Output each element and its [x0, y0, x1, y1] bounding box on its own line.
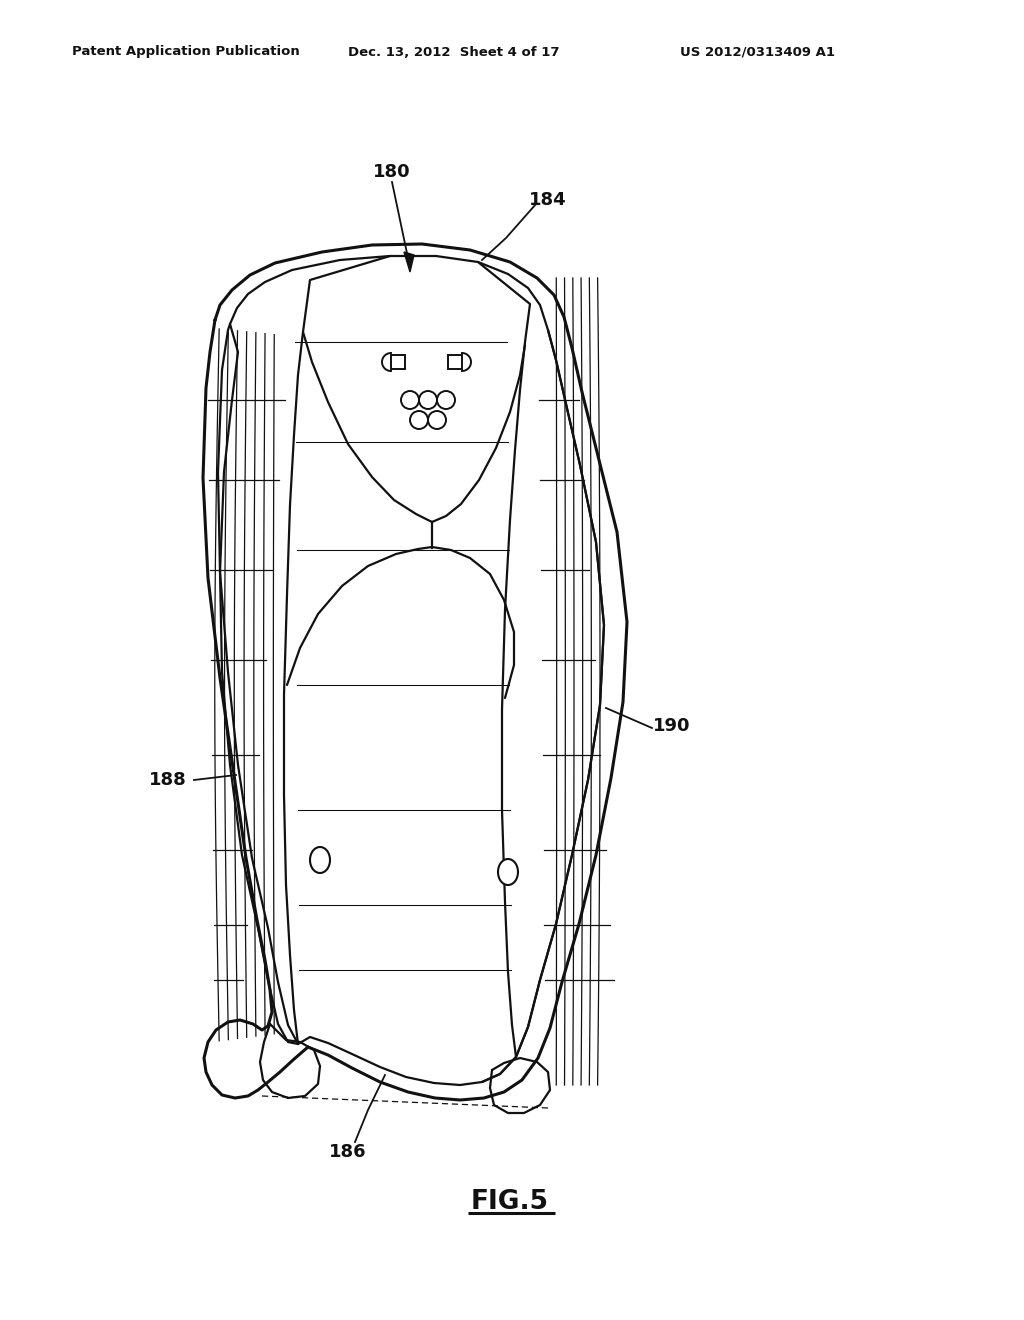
Circle shape	[428, 411, 446, 429]
Circle shape	[419, 391, 437, 409]
Text: 188: 188	[150, 771, 186, 789]
Text: FIG.5: FIG.5	[471, 1189, 549, 1214]
Ellipse shape	[498, 859, 518, 884]
Text: 190: 190	[653, 717, 691, 735]
Ellipse shape	[310, 847, 330, 873]
Circle shape	[437, 391, 455, 409]
Text: Patent Application Publication: Patent Application Publication	[72, 45, 300, 58]
Bar	[449, 355, 462, 370]
Polygon shape	[404, 252, 414, 272]
Circle shape	[401, 391, 419, 409]
Bar	[391, 355, 406, 370]
Circle shape	[410, 411, 428, 429]
Text: US 2012/0313409 A1: US 2012/0313409 A1	[680, 45, 835, 58]
Text: 180: 180	[373, 162, 411, 181]
Text: Dec. 13, 2012  Sheet 4 of 17: Dec. 13, 2012 Sheet 4 of 17	[348, 45, 559, 58]
Text: 186: 186	[329, 1143, 367, 1162]
Text: 184: 184	[529, 191, 567, 209]
